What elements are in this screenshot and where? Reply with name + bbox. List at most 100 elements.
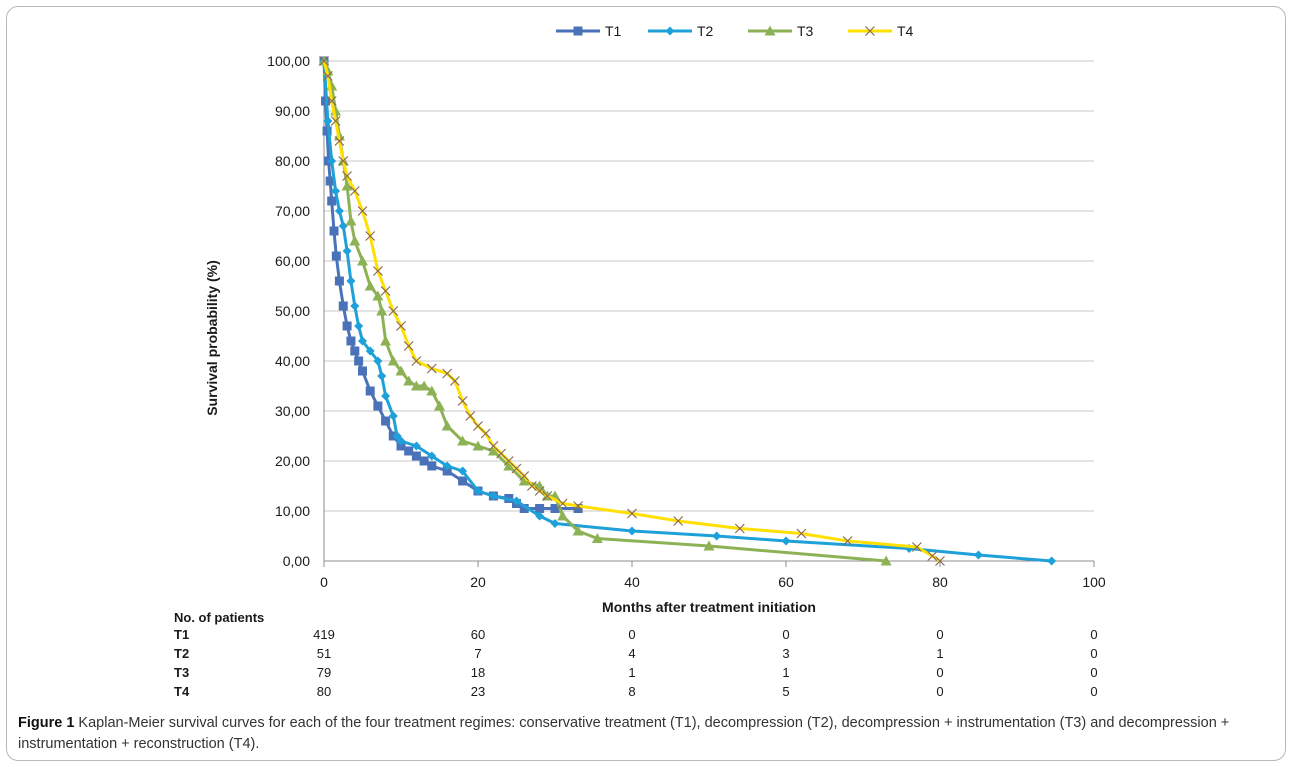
risk-count-cell: 4 bbox=[628, 646, 636, 661]
legend-marker bbox=[573, 26, 583, 36]
data-point bbox=[346, 276, 356, 286]
data-point bbox=[331, 186, 341, 196]
risk-table-title: No. of patients bbox=[174, 610, 265, 625]
risk-count-cell: 419 bbox=[313, 627, 335, 642]
risk-count-cell: 0 bbox=[1090, 646, 1098, 661]
data-point bbox=[411, 441, 421, 451]
x-tick-label: 20 bbox=[470, 574, 486, 590]
series-line-t1 bbox=[322, 60, 579, 510]
data-point bbox=[373, 401, 383, 411]
risk-count-cell: 1 bbox=[936, 646, 944, 661]
data-point bbox=[395, 365, 407, 376]
data-point bbox=[372, 290, 384, 301]
data-point bbox=[410, 380, 422, 391]
data-point bbox=[396, 436, 406, 446]
x-axis-title: Months after treatment initiation bbox=[602, 599, 816, 615]
data-point bbox=[434, 400, 445, 411]
data-point bbox=[388, 411, 398, 421]
data-point bbox=[331, 251, 341, 261]
data-point bbox=[473, 486, 483, 496]
risk-count-cell: 0 bbox=[936, 665, 944, 680]
data-point bbox=[380, 335, 392, 346]
data-point bbox=[1047, 556, 1057, 566]
data-point bbox=[842, 536, 853, 546]
data-point bbox=[334, 136, 345, 146]
data-point bbox=[322, 126, 332, 136]
y-tick-label: 100,00 bbox=[267, 53, 310, 69]
data-point bbox=[365, 346, 375, 356]
risk-row-label: T2 bbox=[174, 646, 190, 661]
data-point bbox=[364, 280, 376, 291]
data-point bbox=[341, 180, 353, 191]
data-point bbox=[349, 235, 361, 246]
axes: 0,00 10,00 20,00 30,00 40,00 50,00 60,00 70,00 8… bbox=[267, 53, 1106, 590]
y-tick-label: 10,00 bbox=[275, 503, 310, 519]
risk-count-cell: 0 bbox=[1090, 684, 1098, 699]
data-point bbox=[322, 71, 333, 81]
data-point bbox=[411, 451, 421, 461]
data-point bbox=[534, 486, 545, 496]
data-point bbox=[496, 448, 507, 459]
risk-count-cell: 1 bbox=[782, 665, 790, 680]
series-t4 bbox=[319, 56, 945, 566]
data-point bbox=[573, 504, 583, 513]
series-t2 bbox=[319, 56, 1057, 566]
data-point bbox=[365, 231, 376, 241]
data-point bbox=[380, 286, 391, 296]
data-point bbox=[358, 336, 367, 346]
risk-count-cell: 5 bbox=[782, 684, 790, 699]
data-point bbox=[419, 456, 429, 466]
data-point bbox=[338, 221, 348, 231]
y-tick-label: 70,00 bbox=[275, 203, 310, 219]
data-point bbox=[327, 156, 337, 166]
risk-row-label: T3 bbox=[174, 665, 190, 680]
data-point bbox=[350, 301, 360, 311]
risk-count-cell: 80 bbox=[316, 684, 332, 699]
y-tick-label: 20,00 bbox=[275, 453, 310, 469]
x-tick-label: 40 bbox=[624, 574, 640, 590]
data-point bbox=[911, 542, 922, 552]
data-point bbox=[365, 386, 375, 396]
kaplan-meier-chart: 0,00 10,00 20,00 30,00 40,00 50,00 60,00 70,00 8… bbox=[204, 23, 1106, 615]
data-point bbox=[330, 116, 341, 126]
data-point bbox=[535, 504, 545, 513]
risk-count-cell: 3 bbox=[782, 646, 790, 661]
data-point bbox=[591, 533, 603, 543]
data-point bbox=[396, 321, 406, 331]
data-point bbox=[557, 498, 568, 509]
data-point bbox=[512, 496, 521, 506]
data-point bbox=[796, 528, 807, 539]
risk-count-cell: 1 bbox=[628, 665, 636, 680]
data-point bbox=[350, 346, 360, 356]
legend-entry-t2: T2 bbox=[648, 23, 714, 39]
risk-count-cell: 0 bbox=[1090, 627, 1098, 642]
data-point bbox=[342, 171, 353, 181]
data-point bbox=[427, 451, 437, 461]
data-point bbox=[403, 375, 415, 386]
legend-entry-t4: T4 bbox=[848, 23, 914, 39]
risk-row-label: T1 bbox=[174, 627, 190, 642]
data-point bbox=[377, 371, 387, 381]
data-point bbox=[712, 531, 722, 541]
risk-count-cell: 0 bbox=[936, 684, 944, 699]
y-tick-label: 50,00 bbox=[275, 303, 310, 319]
data-point bbox=[381, 391, 391, 401]
risk-count-cell: 8 bbox=[628, 684, 636, 699]
data-point bbox=[334, 276, 344, 286]
data-point bbox=[354, 356, 364, 366]
data-point bbox=[358, 366, 367, 376]
y-tick-label: 30,00 bbox=[275, 403, 310, 419]
data-point bbox=[342, 321, 352, 331]
data-point bbox=[426, 363, 437, 374]
data-point bbox=[442, 368, 453, 379]
legend-entry-t3: T3 bbox=[748, 23, 814, 39]
risk-count-cell: 0 bbox=[1090, 665, 1098, 680]
data-point bbox=[327, 196, 337, 206]
legend-label: T3 bbox=[797, 23, 814, 39]
data-point bbox=[449, 376, 460, 386]
x-tick-label: 0 bbox=[320, 574, 328, 590]
data-point bbox=[376, 305, 388, 316]
data-point bbox=[319, 56, 329, 66]
data-point bbox=[418, 380, 430, 391]
data-point bbox=[441, 420, 453, 431]
